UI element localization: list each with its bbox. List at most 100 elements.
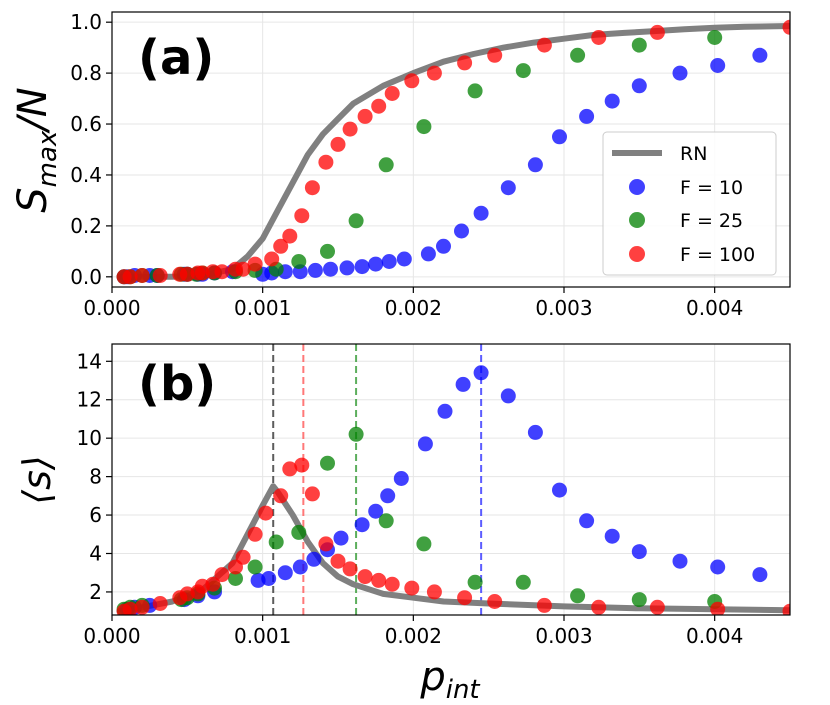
point-f100-a <box>134 268 150 283</box>
point-f10-b <box>417 436 433 452</box>
panel-b-plot-area <box>116 344 790 615</box>
x-tick-label: 0.004 <box>686 296 743 320</box>
point-f10-b <box>368 503 384 519</box>
point-f25-b <box>378 513 394 529</box>
point-f100-b <box>782 603 790 615</box>
x-tick-label: 0.001 <box>234 624 291 648</box>
point-f100-b <box>294 457 310 473</box>
y-tick-label: 14 <box>77 349 102 373</box>
point-f10-b <box>354 517 370 533</box>
point-f10-b <box>672 553 688 569</box>
point-f10-b <box>710 559 726 575</box>
point-f25-a <box>320 243 335 259</box>
point-f100-a <box>384 86 400 101</box>
point-f100-b <box>487 594 503 609</box>
point-f10-a <box>500 180 516 196</box>
y-tick-label: 0.6 <box>70 112 102 136</box>
point-f10-b <box>527 424 543 440</box>
y-tick-label: 4 <box>89 541 102 565</box>
legend-f100-swatch <box>629 246 645 262</box>
panel-a-ticks: 0.000 0.001 0.002 0.003 0.004 0.0 0.2 0.4 0.6 0.8… <box>70 10 743 320</box>
y-tick-label: 0.0 <box>70 265 102 289</box>
y-tick-label: 1.0 <box>70 10 102 34</box>
x-tick-label: 0.003 <box>535 624 592 648</box>
point-f10-b <box>552 482 567 498</box>
point-f10-b <box>752 567 768 583</box>
y-tick-label: 10 <box>77 426 102 450</box>
point-f25-a <box>631 37 647 53</box>
point-f100-b <box>591 599 607 615</box>
point-f10-b <box>393 471 409 486</box>
panel-a-label: (a) <box>138 30 214 86</box>
point-f25-a <box>707 30 723 45</box>
point-f10-b <box>292 559 308 575</box>
point-f100-a <box>264 251 280 267</box>
point-f100-a <box>591 30 607 45</box>
x-tick-label: 0.000 <box>83 624 140 648</box>
point-f10-a <box>381 254 397 269</box>
legend: RN F = 10 F = 25 F = 100 <box>602 131 777 276</box>
point-f100-b <box>134 599 150 615</box>
point-f25-a <box>378 157 394 173</box>
y-tick-label: 12 <box>77 388 102 412</box>
point-f100-b <box>282 461 298 477</box>
point-f100-b <box>235 549 251 565</box>
point-f100-b <box>371 572 387 588</box>
point-f10-a <box>454 223 469 239</box>
point-f25-a <box>467 83 483 99</box>
point-f100-a <box>247 256 263 272</box>
point-f100-b <box>710 601 726 615</box>
point-f100-a <box>122 269 138 285</box>
point-f10-a <box>752 47 768 63</box>
point-f25-b <box>515 574 531 590</box>
point-f100-a <box>457 55 473 71</box>
legend-f10-label: F = 10 <box>680 177 743 199</box>
point-f25-a <box>291 254 307 269</box>
point-f100-b <box>649 599 665 615</box>
point-f10-a <box>307 262 323 278</box>
point-f10-b <box>631 544 647 560</box>
point-f10-b <box>333 530 349 546</box>
legend-frame <box>602 131 777 276</box>
point-f25-b <box>348 426 364 442</box>
point-f25-b <box>228 571 243 586</box>
point-f100-a <box>404 73 420 89</box>
point-f100-b <box>330 553 346 569</box>
point-f25-b <box>631 592 647 608</box>
panel-b-ticks: 0.000 0.001 0.002 0.003 0.004 2 4 6 8 10 12 14 <box>77 349 744 648</box>
point-f100-b <box>205 576 221 592</box>
x-tick-label: 0.000 <box>83 296 140 320</box>
x-tick-label: 0.001 <box>234 296 291 320</box>
point-f100-b <box>457 590 473 606</box>
y-tick-label: 0.8 <box>70 61 102 85</box>
point-f10-a <box>604 93 620 109</box>
point-f100-a <box>318 154 334 170</box>
point-f100-b <box>318 536 334 552</box>
point-f10-b <box>455 376 471 392</box>
panel-b-label: (b) <box>138 356 216 412</box>
point-f100-b <box>258 505 274 521</box>
point-f100-b <box>247 526 263 542</box>
panel-b-frame <box>111 343 791 616</box>
point-f100-b <box>404 580 420 596</box>
point-f100-b <box>357 569 373 585</box>
point-f10-a <box>368 256 384 272</box>
point-f100-b <box>273 488 289 504</box>
point-f100-b <box>214 567 230 583</box>
x-tick-label: 0.002 <box>385 624 442 648</box>
panel-a-frame <box>111 11 791 288</box>
point-f10-a <box>527 157 543 173</box>
point-f25-b <box>320 455 335 471</box>
point-f10-b <box>380 488 396 504</box>
point-f10-b <box>500 388 516 404</box>
point-f25-a <box>570 47 586 63</box>
point-f100-b <box>304 486 320 502</box>
point-f10-b <box>473 365 489 381</box>
y-tick-label: 0.4 <box>70 163 102 187</box>
panel-b-xlabel: pint <box>419 654 480 705</box>
point-f100-a <box>214 264 230 280</box>
point-f10-a <box>710 58 726 73</box>
panel-b-grid <box>111 344 790 615</box>
